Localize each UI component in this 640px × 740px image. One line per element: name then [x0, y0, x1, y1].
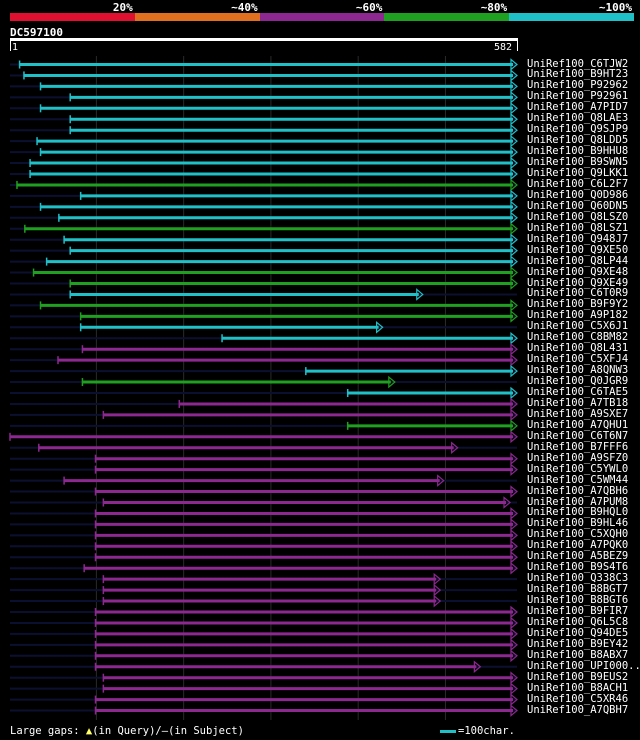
hit-label[interactable]: UniRef100_C5XR46 [527, 694, 628, 705]
hit-label[interactable]: UniRef100_A7QBH6 [527, 486, 628, 497]
gap-legend: Large gaps: ▲(in Query)/–(in Subject) [10, 725, 244, 737]
gap-subject-text: (in Subject) [168, 725, 244, 737]
scale-key: =100char. [440, 725, 515, 737]
gap-query-text: (in Query)/ [92, 725, 162, 737]
hit-label[interactable]: UniRef100_C5WM44 [527, 475, 628, 486]
hit-label[interactable]: UniRef100_Q8LP44 [527, 256, 628, 267]
scale-key-line [440, 730, 456, 733]
hit-label[interactable]: UniRef100_Q9XE48 [527, 267, 628, 278]
scale-key-text: =100char. [458, 725, 515, 737]
gap-legend-text: Large gaps: [10, 725, 80, 737]
hit-label[interactable]: UniRef100_A7QBH7 [527, 705, 628, 716]
hit-label[interactable]: UniRef100_C5YWL0 [527, 464, 628, 475]
hit-label[interactable]: UniRef100_B8ACH1 [527, 683, 628, 694]
hit-label[interactable]: UniRef100_Q9XE50 [527, 245, 628, 256]
